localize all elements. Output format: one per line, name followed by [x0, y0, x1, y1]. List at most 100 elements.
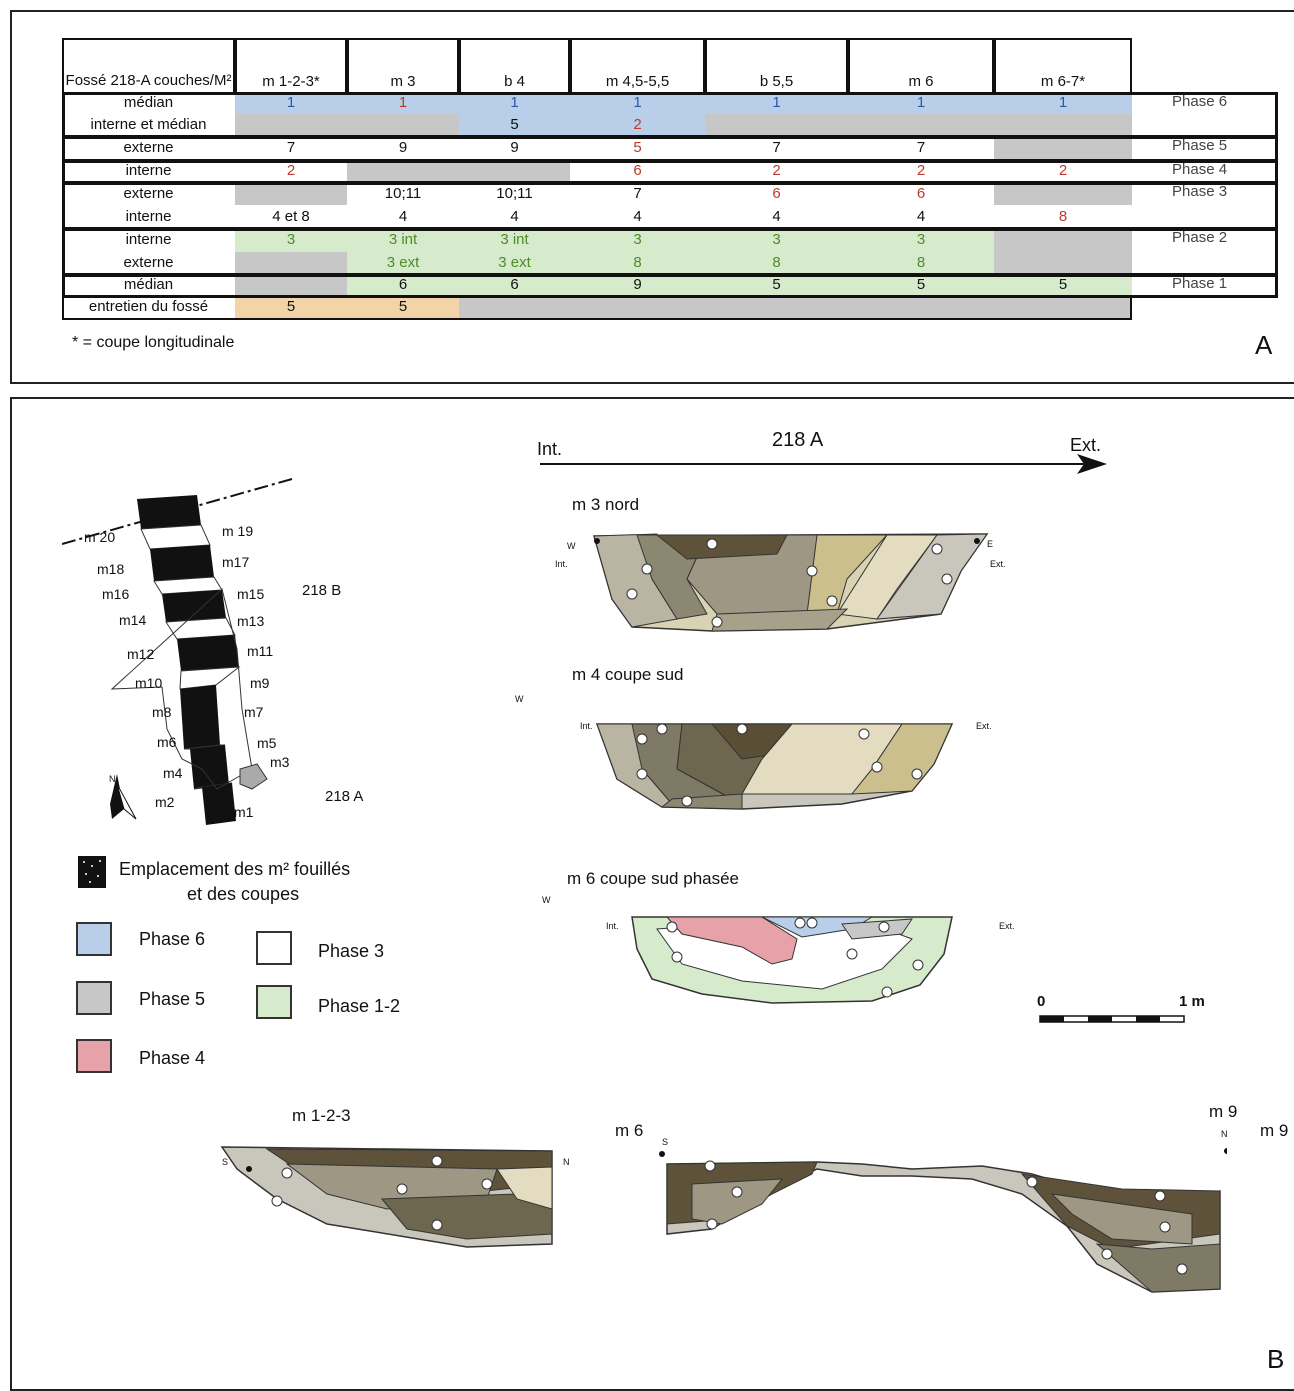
- table-cell-fill: [994, 296, 1132, 318]
- section-m6m9-edge: m 9: [1260, 1121, 1289, 1140]
- section-m6m9-s: S: [662, 1137, 669, 1147]
- panel-letter-a: A: [1255, 330, 1273, 360]
- legend-label: Phase 4: [139, 1048, 206, 1068]
- table-cell-fill: [347, 274, 459, 296]
- table-row-label: interne et médian: [90, 116, 207, 133]
- table-column-header: m 4,5-5,5: [570, 38, 705, 94]
- square-label: m 20: [84, 529, 116, 545]
- table-column-header: m 1-2-3*: [235, 38, 347, 94]
- section-m6m9-n: N: [1221, 1129, 1228, 1139]
- axis-title: 218 A: [772, 429, 824, 451]
- section-m6-int: Int.: [606, 921, 619, 931]
- table-cell: 6: [633, 162, 642, 179]
- section-m6-drawing: [631, 916, 953, 1004]
- table-cell: 5: [916, 276, 926, 293]
- table-cell: 7: [916, 139, 926, 156]
- table-cell: 10;11: [384, 185, 422, 202]
- panel-letter-b: B: [1267, 1344, 1285, 1374]
- table-cell-fill: [459, 274, 570, 296]
- phase-band: [62, 274, 1278, 298]
- table-cell-fill: [848, 252, 994, 274]
- table-cell: 4: [916, 208, 926, 225]
- table-row-label: interne: [125, 162, 172, 179]
- table-cell: 2: [633, 116, 642, 133]
- table-cell: 4: [633, 208, 642, 225]
- section-m3-title: m 3 nord: [572, 495, 640, 514]
- table-cell: 1: [398, 94, 408, 111]
- legend-swatch: [76, 1039, 112, 1073]
- table-cell-fill: [570, 228, 705, 252]
- section-m6-title: m 6 coupe sud phasée: [567, 869, 740, 888]
- section-m3-w: W: [567, 541, 576, 551]
- table-cell: 6: [916, 185, 926, 202]
- table-cell-fill: [994, 114, 1132, 136]
- table-cell: 2: [772, 162, 781, 179]
- table-cell: 6: [510, 276, 519, 293]
- excavated-square: [177, 635, 239, 671]
- scale-end: 1 m: [1179, 993, 1205, 1010]
- table-cell-fill: [848, 296, 994, 318]
- section-m4-ext: Ext.: [976, 721, 992, 731]
- axis-ext-label: Ext.: [1070, 435, 1102, 455]
- table-cell: 3 int: [388, 231, 418, 248]
- table-cell: 4: [772, 208, 781, 225]
- table-column-header: m 3: [347, 38, 459, 94]
- legend-swatch: [256, 931, 292, 965]
- legend-label: Phase 3: [318, 941, 385, 961]
- table-column-header: m 6-7*: [994, 38, 1132, 94]
- table-row-label: interne: [125, 208, 172, 225]
- panel-b-sections: B Int. 218 A Ext. m 3 nord W Int. E Ext.…: [10, 397, 1294, 1391]
- excavation-plan-map: [62, 478, 293, 825]
- square-label: m9: [250, 675, 270, 691]
- table-cell: 5: [633, 139, 642, 156]
- section-m3-drawing: [593, 533, 989, 632]
- table-cell-fill: [235, 228, 347, 252]
- label-218b: 218 B: [302, 582, 342, 599]
- label-218a: 218 A: [325, 788, 364, 805]
- table-cell-fill: [235, 92, 347, 114]
- table-cell: 5: [1058, 276, 1068, 293]
- table-cell: 3: [633, 231, 642, 248]
- phase-label: Phase 6: [1172, 93, 1228, 110]
- table-cell: 9: [398, 139, 408, 156]
- phase-label: Phase 3: [1172, 183, 1228, 200]
- square-label: m11: [247, 643, 274, 659]
- square-label: m1: [234, 804, 254, 820]
- table-cell: 2: [916, 162, 926, 179]
- table-cell: 9: [633, 276, 642, 293]
- square-label: m18: [97, 561, 125, 577]
- scale-bar: [1039, 1015, 1185, 1023]
- section-m4-drawing: [595, 723, 954, 810]
- table-cell: 1: [286, 94, 296, 111]
- table-cell-fill: [347, 114, 459, 136]
- square-label: m15: [237, 586, 265, 602]
- table-cell: 3: [916, 231, 926, 248]
- table-cell-fill: [347, 296, 459, 318]
- table-cell: 3: [772, 231, 781, 248]
- table-cell-fill: [347, 252, 459, 274]
- table-cell-fill: [459, 228, 570, 252]
- square-label: m10: [135, 675, 163, 691]
- legend-swatch: [256, 985, 292, 1019]
- table-cell-fill: [994, 274, 1132, 296]
- legend-label: Phase 6: [139, 929, 206, 949]
- table-row-label: médian: [123, 276, 174, 293]
- square-label: m16: [102, 586, 130, 602]
- legend-location-line2: et des coupes: [187, 884, 300, 904]
- excavated-square: [180, 685, 220, 749]
- plan-squares: [137, 495, 241, 825]
- excavated-square: [150, 545, 214, 581]
- table-row-label: externe: [123, 139, 174, 156]
- square-label: m17: [222, 554, 250, 570]
- table-cell-fill: [848, 274, 994, 296]
- table-cell: 7: [633, 185, 642, 202]
- table-cell-fill: [570, 274, 705, 296]
- excavated-square: [162, 590, 226, 622]
- scale-zero: 0: [1037, 993, 1046, 1010]
- phase-band: [62, 160, 1278, 184]
- section-m123-s: S: [222, 1157, 229, 1167]
- table-cell-fill: [848, 92, 994, 114]
- table-cell-fill: [235, 296, 347, 318]
- table-row-label: interne: [125, 231, 172, 248]
